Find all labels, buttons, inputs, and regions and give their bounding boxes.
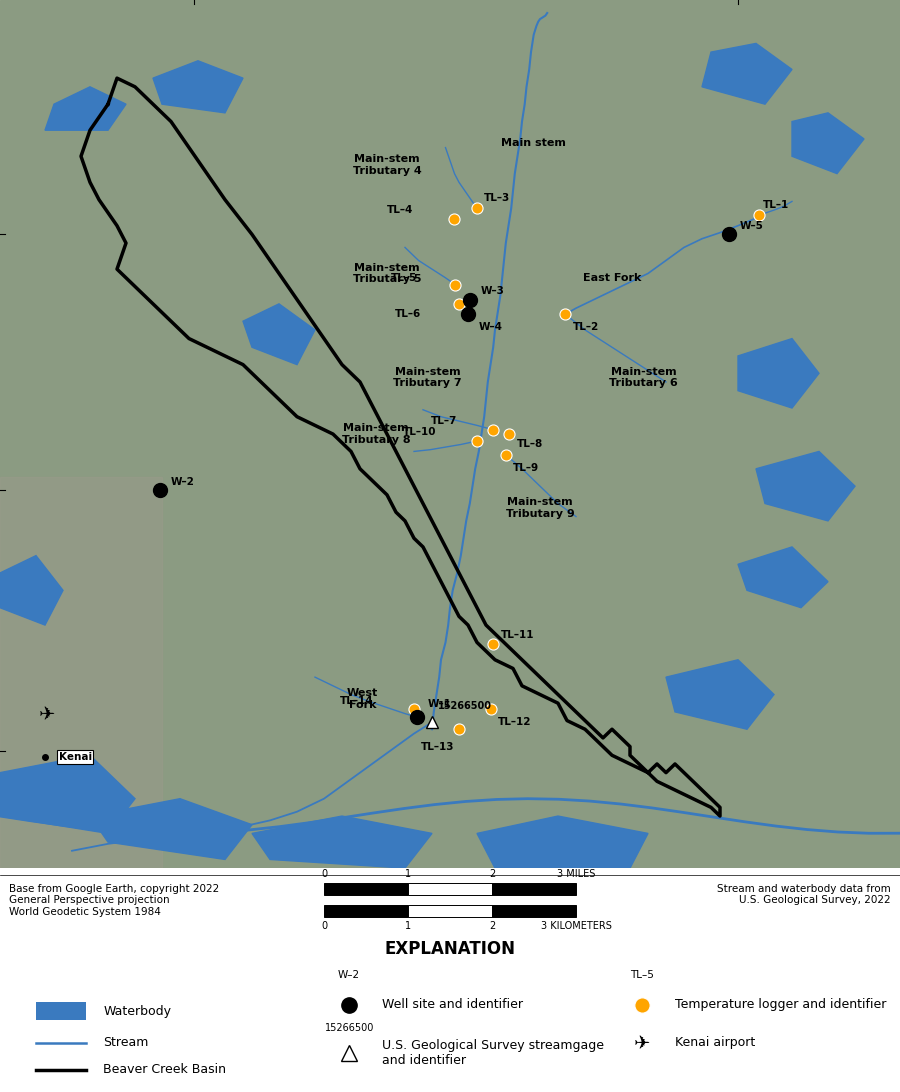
Text: TL–13: TL–13 [421,741,454,751]
Text: 3 MILES: 3 MILES [557,869,595,879]
Text: TL–12: TL–12 [498,717,531,727]
Text: Kenai airport: Kenai airport [675,1036,755,1049]
Text: 2: 2 [489,869,495,879]
Polygon shape [738,547,828,607]
Text: Base from Google Earth, copyright 2022
General Perspective projection
World Geod: Base from Google Earth, copyright 2022 G… [9,883,220,917]
Bar [492,905,576,917]
Text: W–2: W–2 [171,477,195,487]
Text: Main-stem
Tributary 4: Main-stem Tributary 4 [353,154,421,176]
Polygon shape [153,61,243,112]
Text: W–1: W–1 [428,699,452,709]
Text: TL–10: TL–10 [403,427,436,437]
Text: Main-stem
Tributary 5: Main-stem Tributary 5 [353,263,421,284]
Bar [408,882,492,895]
Polygon shape [756,451,855,521]
Polygon shape [477,816,648,868]
Text: TL–8: TL–8 [517,439,543,450]
Text: Stream: Stream [104,1036,148,1049]
Bar [492,882,576,895]
Text: Well site and identifier: Well site and identifier [382,998,524,1011]
Text: W–4: W–4 [479,322,503,332]
Text: TL–5: TL–5 [630,970,653,981]
Polygon shape [252,816,432,868]
Text: TL–1: TL–1 [763,200,789,210]
Text: 3 KILOMETERS: 3 KILOMETERS [541,921,611,930]
Text: Kenai: Kenai [58,752,92,762]
Text: W–2: W–2 [338,970,360,981]
Text: U.S. Geological Survey streamgage
and identifier: U.S. Geological Survey streamgage and id… [382,1038,605,1067]
Bar [408,905,492,917]
Text: TL–9: TL–9 [513,463,539,473]
Text: TL–14: TL–14 [340,696,374,705]
Text: TL–7: TL–7 [431,416,457,426]
Polygon shape [666,660,774,729]
Text: ✈: ✈ [39,704,55,723]
Text: TL–5: TL–5 [392,273,418,283]
Bar [36,1002,86,1020]
Polygon shape [90,798,252,859]
Text: 0: 0 [321,869,327,879]
Text: Main-stem
Tributary 7: Main-stem Tributary 7 [393,367,462,389]
Text: TL–3: TL–3 [484,193,510,203]
Text: Main-stem
Tributary 6: Main-stem Tributary 6 [609,367,678,389]
Text: Stream and waterbody data from
U.S. Geological Survey, 2022: Stream and waterbody data from U.S. Geol… [717,883,891,905]
Polygon shape [0,556,63,625]
Text: W–3: W–3 [481,286,505,296]
Bar [324,905,408,917]
Text: Main-stem
Tributary 9: Main-stem Tributary 9 [506,497,574,519]
Polygon shape [0,756,135,833]
Text: Main stem: Main stem [501,139,566,149]
Text: 1: 1 [405,921,411,930]
Polygon shape [792,112,864,174]
Text: 0: 0 [321,921,327,930]
Text: 1: 1 [405,869,411,879]
Bar [324,882,408,895]
Polygon shape [738,339,819,408]
Text: East Fork: East Fork [583,273,641,283]
Polygon shape [45,87,126,130]
Text: Waterbody: Waterbody [104,1005,172,1018]
Text: West
Fork: West Fork [347,688,378,710]
Polygon shape [243,304,315,365]
Text: EXPLANATION: EXPLANATION [384,940,516,958]
Text: TL–4: TL–4 [387,205,413,215]
Text: TL–2: TL–2 [572,322,598,332]
Text: ✈: ✈ [634,1033,650,1053]
Text: 15266500: 15266500 [325,1023,374,1033]
Text: 2: 2 [489,921,495,930]
Text: Main-stem
Tributary 8: Main-stem Tributary 8 [342,424,410,444]
Text: Beaver Creek Basin: Beaver Creek Basin [104,1064,227,1076]
Text: 15266500: 15266500 [438,701,492,711]
Bar [0,477,162,868]
Text: W–5: W–5 [740,221,764,230]
Text: Temperature logger and identifier: Temperature logger and identifier [675,998,886,1011]
Polygon shape [702,44,792,104]
Text: TL–11: TL–11 [500,630,534,641]
Text: TL–6: TL–6 [395,309,421,319]
